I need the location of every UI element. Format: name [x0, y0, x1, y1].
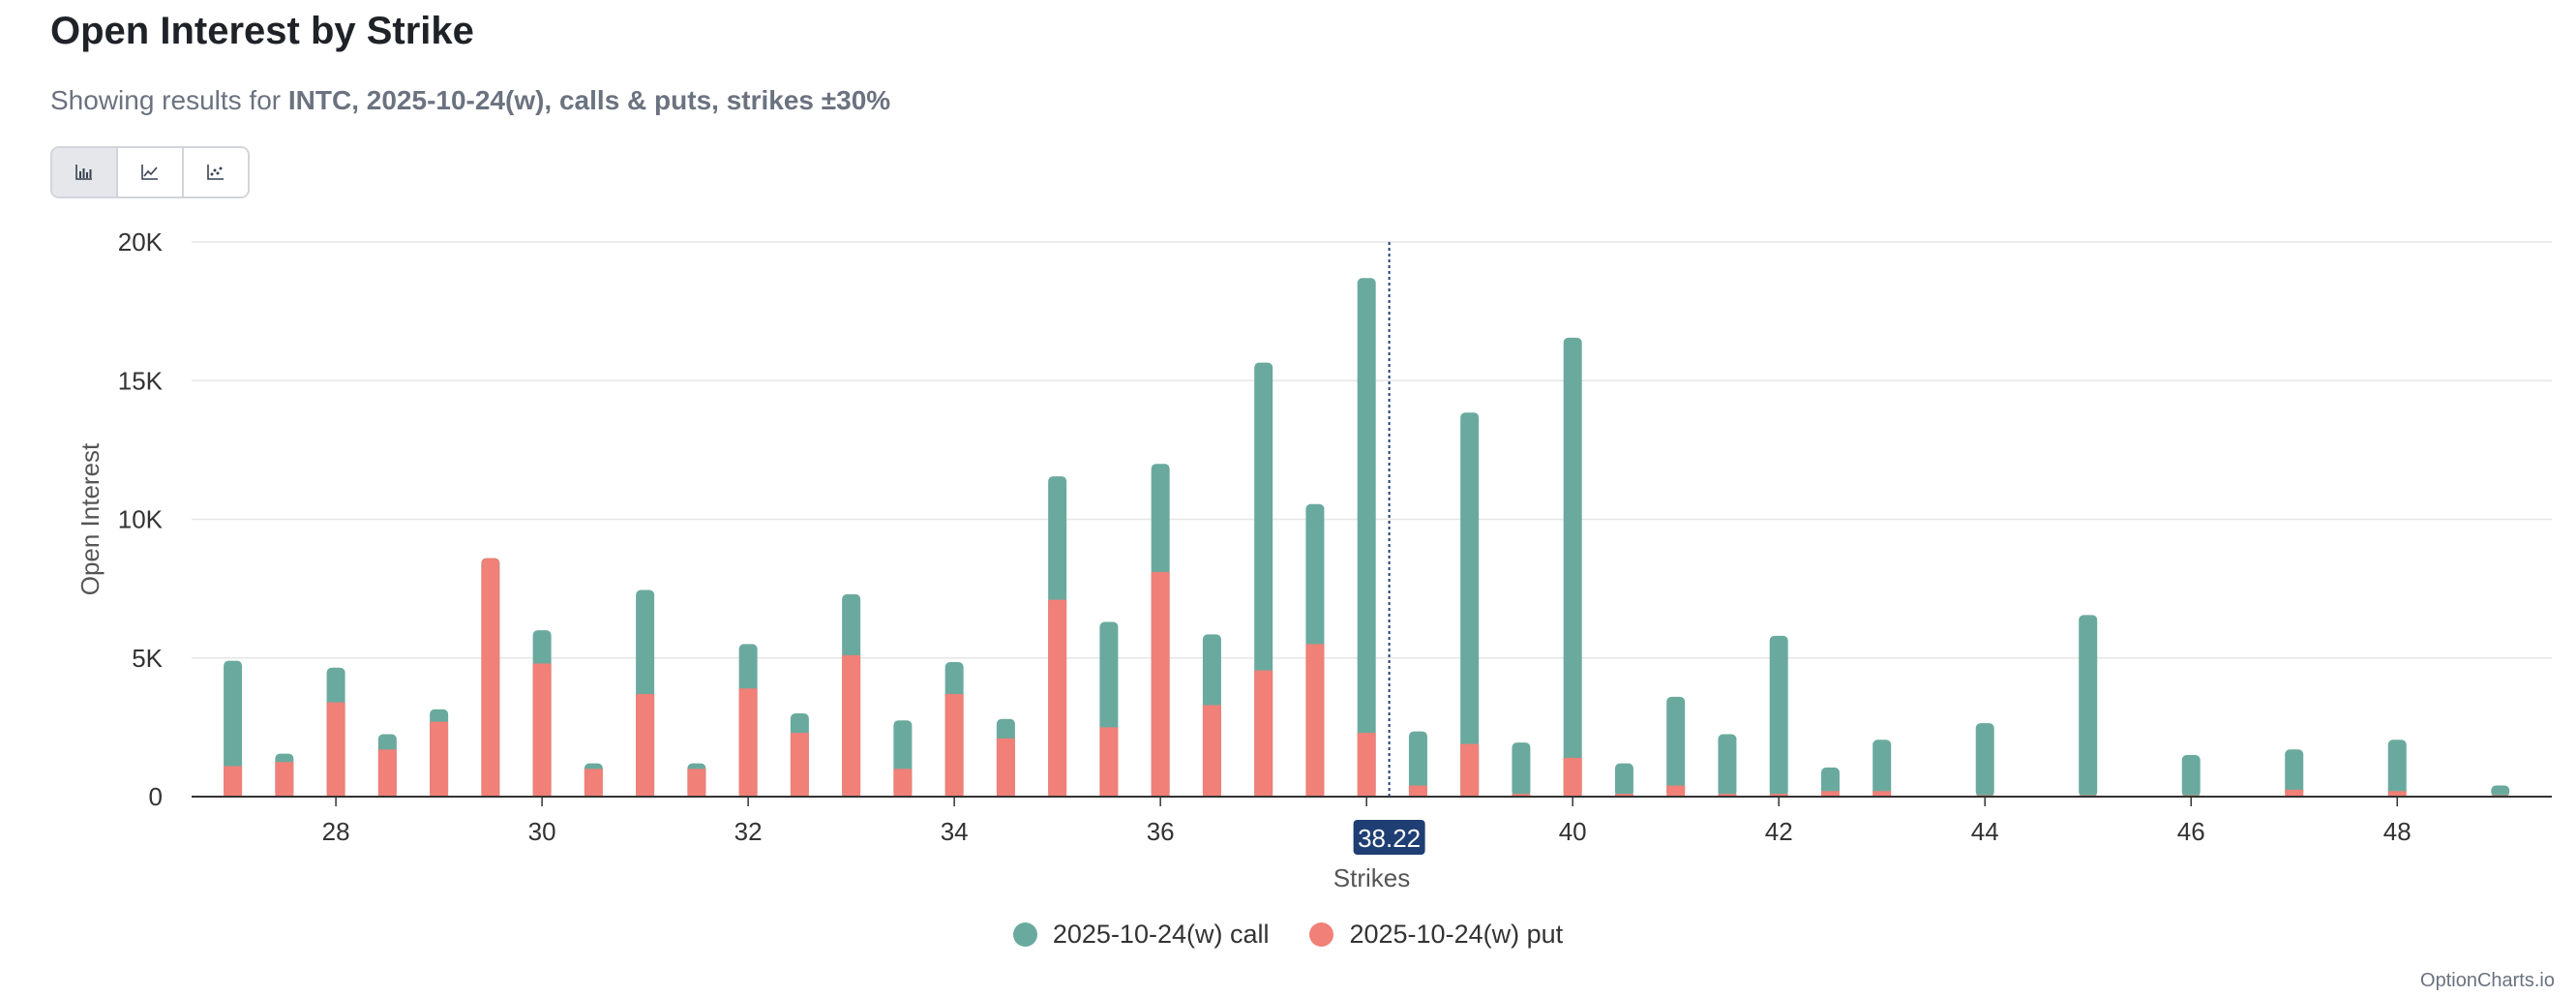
call-bar — [2079, 615, 2098, 797]
x-tick-label: 34 — [941, 817, 969, 846]
put-bar — [481, 566, 500, 797]
x-tick-label: 28 — [322, 817, 350, 846]
current-price-label: 38.22 — [1358, 824, 1421, 853]
chart-type-toggle-group — [50, 146, 250, 198]
put-bar — [1305, 644, 1325, 797]
put-bar-cap — [481, 558, 500, 568]
put-bar — [893, 769, 913, 797]
call-bar — [1820, 767, 1840, 797]
x-tick-label: 42 — [1765, 817, 1793, 846]
call-bar — [2491, 785, 2510, 797]
put-bar — [1666, 785, 1686, 797]
y-tick-label: 5K — [132, 644, 163, 673]
put-bar — [275, 762, 294, 797]
call-bar — [1718, 734, 1737, 797]
line-chart-icon — [141, 165, 158, 180]
credits-link[interactable]: OptionCharts.io — [2420, 970, 2555, 991]
put-bar — [1408, 785, 1427, 797]
put-bar — [1769, 794, 1788, 797]
x-axis-title: Strikes — [1333, 863, 1410, 892]
subtitle-prefix: Showing results for — [50, 85, 288, 115]
bar-chart-toggle[interactable] — [52, 148, 118, 196]
legend-label-call: 2025-10-24(w) call — [1052, 920, 1270, 949]
put-bar — [1614, 794, 1633, 797]
put-bar — [738, 688, 758, 797]
put-bar — [944, 693, 964, 797]
put-bar — [2285, 789, 2304, 797]
call-bar — [1563, 337, 1582, 797]
put-bar — [326, 702, 345, 797]
subtitle-query: INTC, 2025-10-24(w), calls & puts, strik… — [287, 85, 891, 115]
legend-item-put[interactable]: 2025-10-24(w) put — [1309, 920, 1563, 950]
bar-chart-icon — [75, 165, 92, 180]
legend-swatch-put — [1309, 922, 1334, 947]
put-bar — [1512, 794, 1531, 797]
call-bar — [224, 660, 243, 797]
put-bar — [996, 738, 1015, 797]
put-bar — [1718, 794, 1737, 797]
chart-legend: 2025-10-24(w) call 2025-10-24(w) put — [0, 920, 2576, 950]
y-axis-title: Open Interest — [75, 442, 105, 595]
area-chart-icon — [207, 165, 224, 180]
put-bar — [1563, 757, 1582, 797]
x-tick-label: 36 — [1147, 817, 1175, 846]
call-bar — [1460, 412, 1480, 797]
call-bar — [1872, 740, 1892, 797]
put-bar — [790, 733, 809, 797]
put-bar — [584, 769, 603, 797]
put-bar — [1820, 791, 1840, 797]
put-bar — [1151, 571, 1170, 797]
legend-swatch-call — [1012, 922, 1037, 947]
x-tick-label: 44 — [1971, 817, 1999, 846]
y-tick-label: 15K — [118, 366, 164, 395]
put-bar — [1048, 599, 1067, 797]
put-bar — [1872, 791, 1892, 797]
put-bar — [636, 693, 655, 797]
put-bar — [1202, 705, 1221, 797]
put-bar — [224, 766, 243, 797]
page-subtitle: Showing results for INTC, 2025-10-24(w),… — [50, 85, 890, 116]
call-bar — [1769, 635, 1788, 797]
call-bar — [1408, 731, 1427, 797]
put-bar — [377, 749, 397, 797]
page-title: Open Interest by Strike — [50, 10, 474, 52]
legend-label-put: 2025-10-24(w) put — [1349, 920, 1564, 949]
put-bar — [1099, 727, 1119, 797]
call-bar — [1357, 278, 1376, 797]
line-chart-toggle[interactable] — [118, 148, 184, 196]
put-bar — [1357, 733, 1376, 797]
current-price-badge — [1353, 820, 1425, 855]
call-bar — [1975, 723, 1994, 797]
call-bar — [1614, 763, 1633, 797]
call-bar — [1666, 696, 1686, 797]
put-bar — [532, 663, 552, 797]
area-chart-toggle[interactable] — [184, 148, 248, 196]
put-bar — [2387, 791, 2407, 797]
put-bar — [687, 769, 706, 797]
x-tick-label: 40 — [1559, 817, 1587, 846]
call-bar — [1512, 742, 1531, 797]
x-tick-label: 32 — [734, 817, 763, 846]
y-tick-label: 0 — [149, 782, 163, 811]
y-tick-label: 20K — [118, 227, 164, 257]
x-tick-label: 48 — [2383, 817, 2411, 846]
put-bar — [1460, 743, 1480, 797]
y-tick-label: 10K — [118, 505, 164, 534]
x-tick-label: 46 — [2177, 817, 2205, 846]
call-bar — [2387, 740, 2407, 797]
put-bar — [430, 721, 449, 797]
legend-item-call[interactable]: 2025-10-24(w) call — [1012, 920, 1270, 950]
put-bar — [842, 654, 861, 797]
put-bar — [1254, 670, 1273, 797]
call-bar — [2181, 755, 2201, 797]
x-tick-label: 30 — [528, 817, 556, 846]
call-bar — [2285, 749, 2304, 797]
